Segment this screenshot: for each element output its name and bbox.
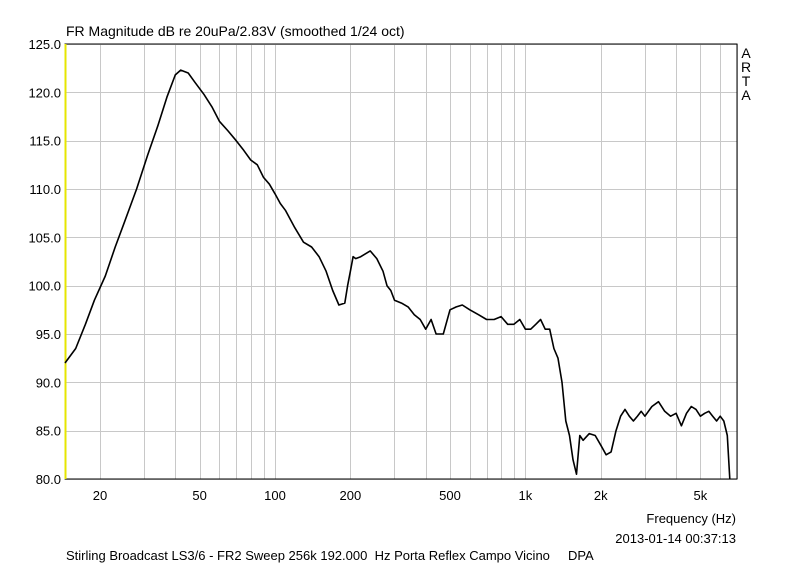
x-tick-label: 50: [192, 488, 206, 503]
x-tick-label: 200: [340, 488, 362, 503]
y-tick-label: 100.0: [28, 279, 61, 294]
x-tick-label: 5k: [694, 488, 708, 503]
y-tick-label: 80.0: [36, 472, 61, 487]
y-tick-label: 85.0: [36, 424, 61, 439]
timestamp: 2013-01-14 00:37:13: [615, 531, 736, 546]
x-axis-label: Frequency (Hz): [646, 511, 736, 526]
y-tick-label: 120.0: [28, 85, 61, 100]
y-tick-label: 125.0: [28, 37, 61, 52]
y-tick-label: 105.0: [28, 230, 61, 245]
y-tick-label: 110.0: [29, 182, 61, 197]
caption: Stirling Broadcast LS3/6 - FR2 Sweep 256…: [66, 548, 594, 563]
grid-lines: [65, 44, 738, 480]
y-tick-label: 115.0: [29, 134, 61, 149]
chart-title: FR Magnitude dB re 20uPa/2.83V (smoothed…: [66, 23, 405, 39]
y-tick-labels: 80.0 85.0 90.0 95.0 100.0 105.0 110.0 115.0 120.…: [28, 37, 61, 487]
y-tick-label: 90.0: [36, 375, 61, 390]
response-curve: [64, 69, 731, 480]
x-tick-label: 500: [439, 488, 461, 503]
y-tick-label: 95.0: [36, 327, 61, 342]
x-tick-label: 2k: [594, 488, 608, 503]
x-tick-label: 100: [264, 488, 286, 503]
x-tick-labels: 20 50 100 200 500 1k 2k 5k: [93, 488, 708, 503]
x-tick-label: 20: [93, 488, 107, 503]
x-tick-label: 1k: [519, 488, 533, 503]
